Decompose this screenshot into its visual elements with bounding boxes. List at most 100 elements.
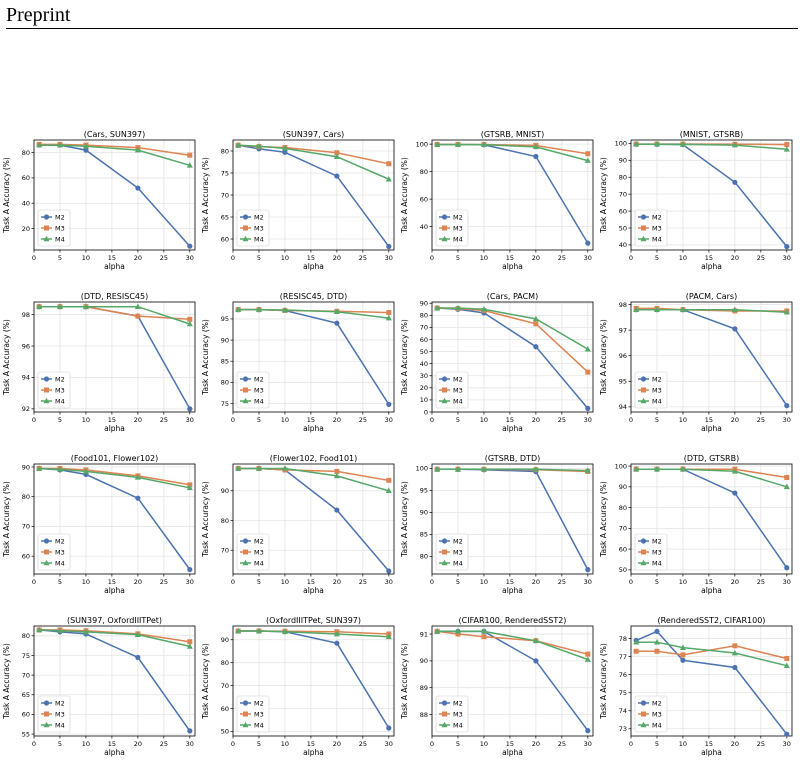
legend-label: M4 [55,235,65,243]
y-axis-label: Task A Accuracy (%) [400,643,409,720]
x-tick-label: 25 [757,416,765,424]
chart-title: (DTD, RESISC45) [81,292,148,301]
x-tick-label: 5 [58,254,62,262]
plot-frame [33,139,196,251]
y-tick-label: 98 [619,301,627,309]
legend-marker [242,397,249,404]
data-point-m4 [532,143,539,150]
y-tick-label: 70 [420,324,428,332]
legend-marker [242,214,249,220]
y-tick-label: 30 [420,372,428,380]
legend-label: M4 [254,721,264,729]
x-tick-label: 30 [783,416,791,424]
chart-panel: (PACM, Cars) 0 5 10 15 20 25 30 94 95 96 97 98 alpha T… [597,290,796,440]
x-tick-label: 10 [480,578,488,586]
y-tick-label: 80 [22,632,30,640]
x-tick-label: 5 [257,578,261,586]
data-point-m4 [731,468,738,474]
legend-label: M4 [652,235,662,243]
data-point-m4 [134,474,141,480]
data-point-m4 [653,465,660,472]
data-point-m4 [783,309,790,315]
y-tick-label: 80 [22,149,30,157]
y-tick-label: 80 [420,312,428,320]
data-point-m3 [680,652,686,658]
x-tick-label: 15 [705,578,713,586]
data-point-m2 [187,566,193,573]
legend-label: M3 [652,386,662,394]
y-tick-label: 88 [420,711,428,719]
x-axis-label: alpha [104,424,125,433]
x-tick-label: 20 [333,740,341,748]
x-tick-label: 15 [705,416,713,424]
series-line-m3 [437,307,589,373]
x-tick-label: 20 [333,254,341,262]
x-tick-label: 30 [584,578,592,586]
y-tick-label: 60 [420,195,428,203]
x-tick-label: 10 [480,416,488,424]
x-tick-label: 30 [584,254,592,262]
legend-label: M3 [453,548,463,556]
data-point-m2 [533,153,539,160]
legend-marker [442,711,447,717]
legend-label: M2 [453,537,463,545]
data-point-m4 [281,628,288,635]
data-point-m2 [334,320,340,326]
y-tick-label: 40 [619,241,627,249]
y-tick-label: 91 [420,630,428,638]
data-point-m4 [333,472,340,479]
data-point-m3 [386,477,392,483]
data-point-m3 [334,468,340,474]
y-tick-label: 100 [416,140,428,148]
chart-panel: (Food101, Flower102) 0 5 10 15 20 25 30 60 70 80 90… [0,452,199,602]
x-tick-label: 5 [456,740,460,748]
y-axis-label: Task A Accuracy (%) [2,481,11,558]
x-axis-label: alpha [303,262,324,271]
data-point-m2 [784,403,790,409]
y-tick-label: 70 [619,190,627,198]
data-point-m4 [584,345,591,352]
x-axis-label: alpha [104,262,125,271]
data-point-m2 [135,495,141,501]
y-tick-label: 80 [420,168,428,176]
data-point-m4 [584,467,591,473]
x-tick-label: 0 [32,416,36,424]
line-chart: (GTSRB, DTD) 0 5 10 15 20 25 30 80 85 90 95 100 alpha… [400,454,594,595]
x-tick-label: 10 [82,416,90,424]
legend-marker [640,559,647,566]
y-tick-label: 55 [22,730,30,738]
y-tick-label: 10 [420,396,428,404]
x-axis-label: alpha [502,424,523,433]
chart-panel: (DTD, GTSRB) 0 5 10 15 20 25 30 50 60 70 80 90 100 alp… [597,452,796,602]
y-tick-label: 85 [420,531,428,539]
data-point-m3 [585,151,591,157]
data-point-m4 [56,627,63,634]
series-line-m4 [437,307,589,350]
y-tick-label: 73 [619,725,627,733]
data-point-m2 [585,240,591,246]
line-chart: (MNIST, GTSRB) 0 5 10 15 20 25 30 40 50 60 70 80 90 10… [599,130,793,271]
y-tick-label: 40 [22,200,30,208]
plot-frame [232,625,395,737]
data-point-m4 [653,639,660,645]
data-point-m3 [386,310,392,316]
data-point-m4 [82,303,89,310]
legend-marker [640,721,647,728]
x-tick-label: 10 [281,578,289,586]
x-tick-label: 0 [32,740,36,748]
y-tick-label: 50 [619,224,627,232]
x-axis-label: alpha [104,748,125,757]
y-tick-label: 77 [619,653,627,661]
legend-label: M4 [55,721,65,729]
y-axis-label: Task A Accuracy (%) [599,319,608,396]
y-axis-label: Task A Accuracy (%) [599,481,608,558]
data-point-m2 [187,243,193,249]
data-point-m4 [333,308,340,315]
x-tick-label: 15 [307,416,315,424]
legend-marker [441,538,448,544]
x-axis-label: alpha [701,424,722,433]
y-tick-label: 65 [221,213,229,221]
x-tick-label: 0 [32,254,36,262]
chart-title: (DTD, GTSRB) [684,454,739,463]
